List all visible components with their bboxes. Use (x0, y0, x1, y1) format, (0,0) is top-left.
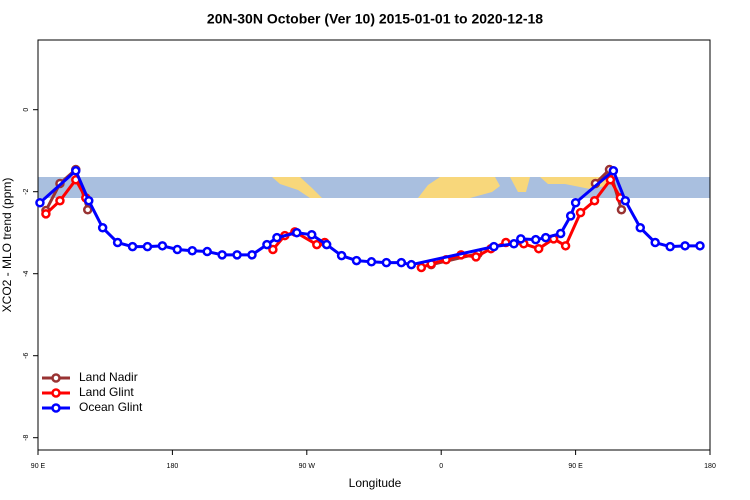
y-tick-label: -6 (23, 352, 30, 358)
data-point (351, 255, 362, 266)
y-axis-label: XCO2 - MLO trend (ppm) (0, 178, 14, 313)
data-point (665, 241, 675, 252)
x-axis-label: Longitude (349, 476, 402, 490)
data-point (608, 166, 619, 176)
data-point (97, 223, 108, 233)
data-point (35, 198, 45, 208)
data-point (71, 166, 81, 176)
data-point (416, 262, 427, 273)
chart-title: 20N-30N October (Ver 10) 2015-01-01 to 2… (207, 11, 543, 27)
data-point (589, 195, 600, 206)
data-point (396, 257, 407, 268)
data-point (650, 237, 660, 248)
data-point (381, 257, 392, 268)
data-point (565, 211, 576, 221)
x-tick-label: 180 (167, 463, 179, 470)
x-tick-label: 90 W (299, 463, 316, 470)
data-point (616, 204, 627, 215)
data-point (321, 239, 332, 250)
data-point (41, 209, 51, 219)
data-point (406, 259, 417, 270)
y-tick-label: -2 (23, 188, 30, 194)
legend-marker (51, 403, 61, 413)
data-point (112, 237, 123, 248)
legend-marker (51, 388, 61, 398)
data-point (695, 241, 705, 251)
data-point (142, 241, 153, 252)
legend-marker (51, 373, 61, 383)
x-tick-label: 90 E (568, 463, 583, 470)
data-point (620, 195, 631, 206)
data-point (509, 239, 519, 249)
data-point (366, 257, 377, 267)
data-point (232, 250, 242, 260)
data-point (292, 227, 302, 238)
legend-label: Land Nadir (79, 370, 138, 384)
series-line (38, 169, 700, 267)
data-point (471, 252, 481, 262)
map-band (38, 177, 710, 198)
data-point (605, 175, 616, 185)
data-point (540, 232, 551, 243)
plot-frame (37, 39, 711, 451)
data-point (336, 250, 347, 261)
data-point (530, 234, 541, 245)
data-point (516, 234, 526, 244)
data-point (306, 230, 317, 240)
data-point (272, 232, 282, 243)
data-point (247, 250, 257, 260)
data-point (489, 241, 499, 252)
data-point (217, 250, 227, 260)
data-point (570, 198, 581, 208)
data-point (312, 239, 322, 250)
data-point (268, 244, 278, 255)
data-point (560, 241, 571, 251)
data-point (635, 223, 646, 233)
data-point (127, 241, 138, 252)
data-point (555, 228, 566, 239)
data-point (533, 243, 544, 254)
y-tick-label: -8 (23, 434, 30, 440)
x-tick-label: 0 (439, 463, 443, 470)
data-point (172, 244, 183, 255)
data-point (262, 239, 272, 250)
data-point (575, 207, 586, 218)
data-point (84, 195, 94, 206)
y-tick-label: -4 (23, 270, 30, 276)
x-tick-label: 180 (704, 463, 716, 470)
legend-label: Ocean Glint (79, 400, 143, 414)
data-point (82, 204, 93, 215)
y-tick-label: 0 (23, 108, 30, 112)
data-point (680, 241, 690, 251)
data-point (55, 195, 65, 206)
data-point (157, 241, 168, 251)
x-tick-label: 90 E (31, 463, 46, 470)
legend-label: Land Glint (79, 385, 134, 399)
data-point (187, 245, 198, 256)
data-point (202, 246, 212, 257)
